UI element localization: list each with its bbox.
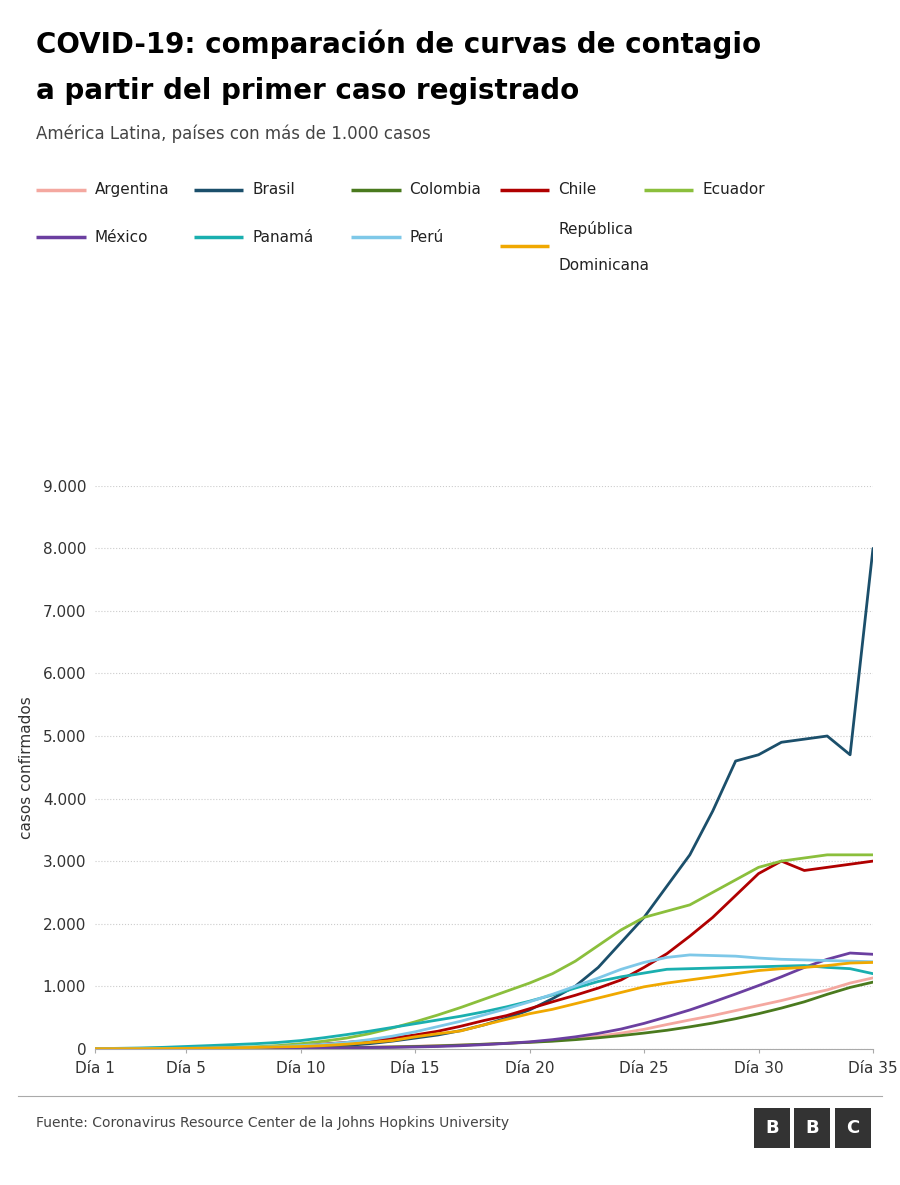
Text: México: México xyxy=(94,230,148,244)
Text: B: B xyxy=(806,1119,819,1138)
Text: Panamá: Panamá xyxy=(252,230,313,244)
Text: Chile: Chile xyxy=(558,182,597,197)
Text: Colombia: Colombia xyxy=(410,182,482,197)
Bar xyxy=(754,1108,789,1148)
Text: República: República xyxy=(558,220,633,237)
Text: América Latina, países con más de 1.000 casos: América Latina, países con más de 1.000 … xyxy=(36,124,431,143)
Text: Dominicana: Dominicana xyxy=(558,258,649,274)
Text: COVID-19: comparación de curvas de contagio: COVID-19: comparación de curvas de conta… xyxy=(36,30,761,59)
Bar xyxy=(795,1108,830,1148)
Text: Perú: Perú xyxy=(410,230,444,244)
Bar xyxy=(835,1108,870,1148)
Text: Brasil: Brasil xyxy=(252,182,295,197)
Text: a partir del primer caso registrado: a partir del primer caso registrado xyxy=(36,77,580,105)
Text: Ecuador: Ecuador xyxy=(702,182,765,197)
Y-axis label: casos confirmados: casos confirmados xyxy=(19,696,34,839)
Text: Argentina: Argentina xyxy=(94,182,169,197)
Text: B: B xyxy=(765,1119,778,1138)
Text: Fuente: Coronavirus Resource Center de la Johns Hopkins University: Fuente: Coronavirus Resource Center de l… xyxy=(36,1116,509,1130)
Text: C: C xyxy=(846,1119,860,1138)
